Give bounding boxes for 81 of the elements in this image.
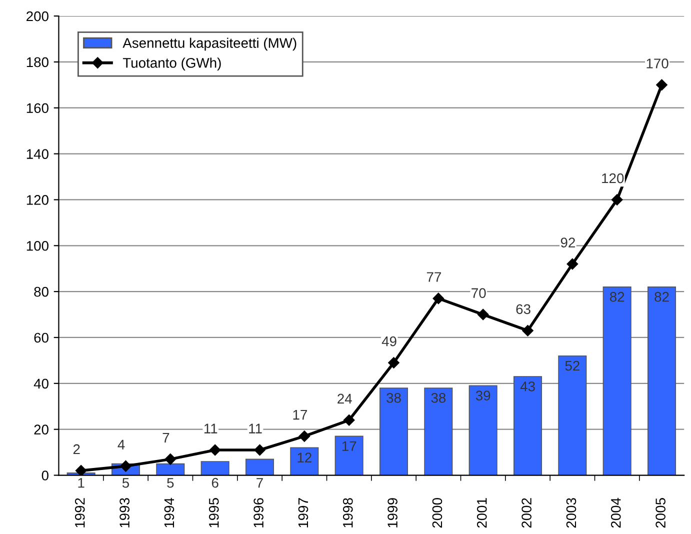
y-tick-label: 0 [42,470,48,480]
data-label: 11 [249,424,262,434]
x-tick-label: 2005 [656,498,666,528]
bar [156,463,185,476]
point [477,308,489,320]
y-tick-label: 180 [26,57,48,68]
data-label: 5 [167,478,174,488]
bar [379,388,408,476]
data-label: 7 [162,432,170,443]
bar [468,385,498,476]
data-label: 11 [204,424,218,434]
bar [334,436,364,476]
legend-label: Tuotanto (GWh) [122,58,221,71]
point [611,194,623,206]
data-label: 4 [118,440,125,450]
point [209,444,221,456]
x-tick-label: 1999 [388,498,398,528]
legend-label: Asennettu kapasiteetti (MW) [122,38,296,51]
x-tick-label: 1993 [120,498,130,528]
y-tick-label: 20 [34,424,48,435]
x-tick-label: 2003 [566,498,576,528]
y-tick-label: 200 [26,11,48,22]
data-label: 77 [426,272,441,282]
data-label: 82 [610,292,624,302]
bar [513,376,542,476]
data-label: 38 [386,392,401,403]
point [566,258,578,270]
data-label: 38 [431,392,446,403]
x-tick-label: 1994 [164,498,174,528]
data-label: 70 [472,288,486,298]
point [298,430,310,442]
point [343,414,355,426]
bar [200,461,230,476]
bar [424,388,453,476]
x-tick-label: 2001 [476,498,487,528]
data-label: 170 [646,58,668,68]
x-tick-label: 2002 [522,498,532,528]
data-label: 17 [342,441,356,451]
data-label: 39 [476,390,490,400]
bar [290,447,319,476]
data-label: 6 [212,478,218,488]
data-label: 7 [256,478,263,488]
x-tick-label: 1995 [208,498,219,528]
y-tick-label: 80 [34,286,48,297]
data-label: 12 [298,452,312,462]
bar [602,286,632,476]
data-label: 17 [293,410,307,420]
data-label: 24 [338,394,352,404]
point [164,454,176,465]
point [522,324,534,336]
data-label: 120 [602,173,624,184]
point [432,292,444,304]
data-label: 82 [654,292,669,302]
data-label: 52 [565,360,580,371]
x-tick-label: 1992 [74,498,85,528]
x-tick-label: 2000 [432,498,442,528]
y-tick-label: 60 [34,332,48,343]
y-tick-label: 120 [26,195,48,205]
data-label: 63 [516,304,530,314]
data-label: 49 [382,336,396,346]
x-tick-label: 2004 [610,498,621,528]
data-label: 92 [560,238,575,248]
bar [245,458,274,476]
y-tick-label: 160 [26,103,48,114]
data-label: 43 [520,381,535,392]
point [254,444,266,456]
x-tick-label: 1997 [298,498,308,528]
point [120,460,132,472]
y-tick-label: 140 [26,149,48,159]
bar [558,355,587,476]
point [75,465,87,476]
point [388,357,400,368]
bar [647,286,676,476]
data-label: 1 [78,478,84,488]
x-tick-label: 1998 [342,498,353,528]
data-label: 2 [73,444,80,454]
point [656,79,668,91]
x-tick-label: 1996 [254,498,264,528]
y-tick-label: 100 [26,240,48,251]
y-tick-label: 40 [34,378,48,389]
data-label: 5 [122,478,130,488]
